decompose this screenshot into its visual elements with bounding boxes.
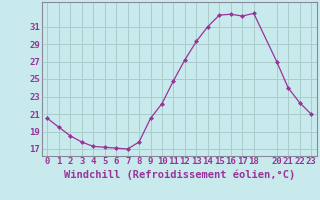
- X-axis label: Windchill (Refroidissement éolien,°C): Windchill (Refroidissement éolien,°C): [64, 169, 295, 180]
